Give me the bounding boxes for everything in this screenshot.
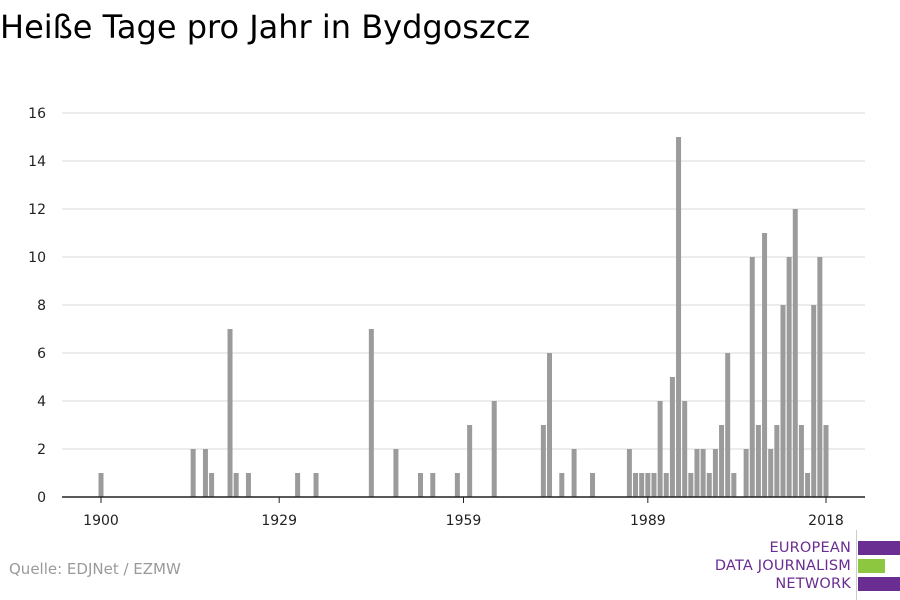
y-tick-labels: 0 2 4 6 8 10 12 14 16 bbox=[28, 106, 46, 506]
bar-1944 bbox=[368, 329, 374, 497]
bar-1997 bbox=[694, 449, 700, 497]
source-note: Quelle: EDJNet / EZMW bbox=[9, 560, 181, 578]
bar-2016 bbox=[811, 305, 817, 497]
bar-1973 bbox=[547, 353, 553, 497]
bar-1989 bbox=[645, 473, 651, 497]
x-tick-label: 1959 bbox=[446, 513, 482, 529]
bar-1988 bbox=[639, 473, 645, 497]
bar-2014 bbox=[798, 425, 804, 497]
logo-bar-top bbox=[858, 541, 900, 555]
bar-1977 bbox=[571, 449, 577, 497]
y-tick-label: 14 bbox=[28, 154, 46, 170]
bar-2017 bbox=[817, 257, 823, 497]
bar-1952 bbox=[417, 473, 423, 497]
logo-bar-middle bbox=[858, 559, 885, 573]
bar-1975 bbox=[559, 473, 565, 497]
bar-2006 bbox=[749, 257, 755, 497]
bar-1900 bbox=[98, 473, 104, 497]
bar-1995 bbox=[682, 401, 688, 497]
bars bbox=[98, 137, 829, 497]
bar-1958 bbox=[454, 473, 460, 497]
bar-2008 bbox=[762, 233, 768, 497]
bar-1996 bbox=[688, 473, 694, 497]
x-tick-label: 1989 bbox=[630, 513, 666, 529]
bar-1954 bbox=[430, 473, 436, 497]
y-tick-label: 2 bbox=[37, 442, 46, 458]
bar-2001 bbox=[719, 425, 725, 497]
bar-2009 bbox=[768, 449, 774, 497]
bar-1972 bbox=[540, 425, 546, 497]
bar-2015 bbox=[805, 473, 811, 497]
y-tick-label: 12 bbox=[28, 202, 46, 218]
bar-1917 bbox=[202, 449, 208, 497]
bar-2005 bbox=[743, 449, 749, 497]
bar-2011 bbox=[780, 305, 786, 497]
y-tick-label: 16 bbox=[28, 106, 46, 122]
bar-1994 bbox=[676, 137, 682, 497]
bar-1948 bbox=[393, 449, 399, 497]
bar-2013 bbox=[792, 209, 798, 497]
x-tick-labels: 1900 1929 1959 1989 2018 bbox=[83, 513, 844, 529]
y-tick-label: 0 bbox=[37, 490, 46, 506]
x-axis bbox=[62, 496, 865, 503]
y-tick-label: 8 bbox=[37, 298, 46, 314]
bar-1960 bbox=[467, 425, 473, 497]
y-tick-label: 6 bbox=[37, 346, 46, 362]
bar-1998 bbox=[700, 449, 706, 497]
bar-1918 bbox=[209, 473, 215, 497]
bar-1993 bbox=[669, 377, 675, 497]
bar-1992 bbox=[663, 473, 669, 497]
chart-title: Heiße Tage pro Jahr in Bydgoszcz bbox=[0, 8, 531, 46]
bar-1915 bbox=[190, 449, 196, 497]
x-tick-label: 1929 bbox=[261, 513, 297, 529]
bar-1964 bbox=[491, 401, 497, 497]
bar-chart: 0 2 4 6 8 10 12 14 16 1900 1929 1959 1989 2018 bbox=[28, 106, 865, 529]
bar-2002 bbox=[725, 353, 731, 497]
y-tick-label: 4 bbox=[37, 394, 46, 410]
bar-1924 bbox=[245, 473, 251, 497]
y-tick-label: 10 bbox=[28, 250, 46, 266]
bar-2000 bbox=[712, 449, 718, 497]
bar-1987 bbox=[633, 473, 639, 497]
logo-line-1: EUROPEAN bbox=[769, 540, 851, 556]
bar-2003 bbox=[731, 473, 737, 497]
x-tick-label: 1900 bbox=[83, 513, 119, 529]
bar-2010 bbox=[774, 425, 780, 497]
bar-2007 bbox=[755, 425, 761, 497]
bar-1921 bbox=[227, 329, 233, 497]
logo-bar-bottom bbox=[858, 577, 900, 591]
logo-divider bbox=[856, 530, 857, 600]
edjnet-logo: EUROPEAN DATA JOURNALISM NETWORK bbox=[680, 530, 900, 600]
bar-1991 bbox=[657, 401, 663, 497]
bar-1990 bbox=[651, 473, 657, 497]
bar-1980 bbox=[590, 473, 596, 497]
logo-line-2: DATA JOURNALISM bbox=[714, 558, 851, 574]
bar-2018 bbox=[823, 425, 829, 497]
bar-1986 bbox=[626, 449, 632, 497]
bar-2012 bbox=[786, 257, 792, 497]
bar-1922 bbox=[233, 473, 239, 497]
x-tick-label: 2018 bbox=[808, 513, 844, 529]
logo-line-3: NETWORK bbox=[775, 576, 851, 592]
bar-1932 bbox=[295, 473, 301, 497]
gridlines bbox=[62, 112, 865, 450]
bar-1999 bbox=[706, 473, 712, 497]
bar-1935 bbox=[313, 473, 319, 497]
